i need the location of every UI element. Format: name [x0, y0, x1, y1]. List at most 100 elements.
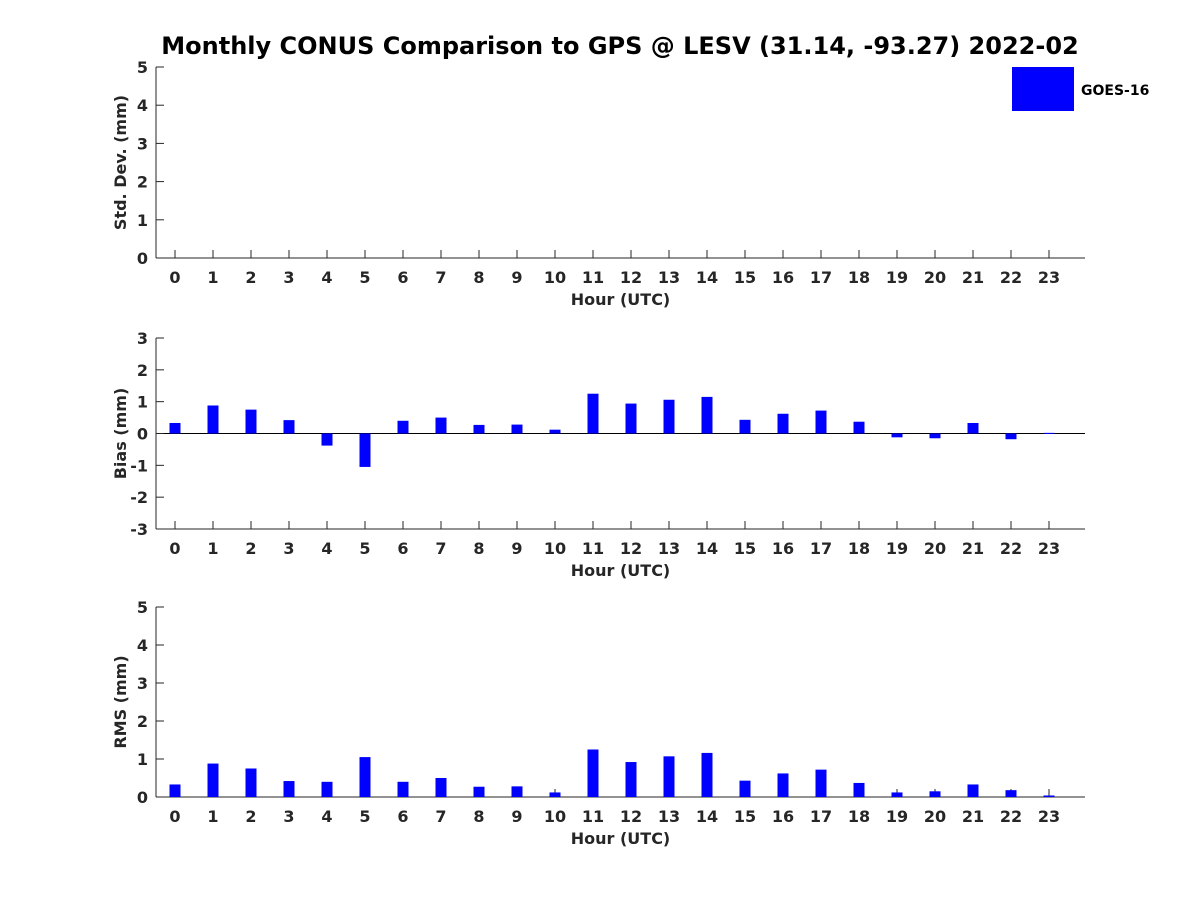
x-tick-label: 4 — [321, 268, 332, 287]
x-tick-label: 6 — [397, 807, 408, 826]
x-tick-label: 18 — [848, 268, 870, 287]
x-tick-label: 19 — [886, 807, 908, 826]
x-tick-label: 5 — [359, 539, 370, 558]
bar-bias-hour-20 — [929, 433, 941, 439]
bar-bias-hour-0 — [169, 422, 181, 434]
x-tick-label: 23 — [1038, 268, 1060, 287]
bar-bias-hour-10 — [549, 429, 561, 434]
x-tick-label: 0 — [169, 539, 180, 558]
x-tick-label: 1 — [207, 807, 218, 826]
legend-swatch — [1012, 67, 1074, 111]
x-tick-label: 1 — [207, 539, 218, 558]
x-tick-label: 9 — [511, 807, 522, 826]
y-tick-label: 2 — [137, 361, 148, 380]
bar-rms-hour-2 — [245, 768, 257, 797]
bar-rms-hour-18 — [853, 782, 865, 797]
x-tick-label: 8 — [473, 539, 484, 558]
bar-rms-hour-12 — [625, 762, 637, 797]
y-axis-label: Bias (mm) — [111, 388, 130, 480]
bar-rms-hour-5 — [359, 757, 371, 797]
bar-rms-hour-13 — [663, 756, 675, 797]
x-axis-label: Hour (UTC) — [571, 829, 671, 848]
x-tick-label: 17 — [810, 807, 832, 826]
bar-bias-hour-3 — [283, 420, 295, 434]
bar-bias-hour-8 — [473, 424, 485, 434]
x-tick-label: 7 — [435, 539, 446, 558]
x-tick-label: 22 — [1000, 268, 1022, 287]
bar-bias-hour-21 — [967, 422, 979, 434]
y-tick-label: -1 — [130, 456, 148, 475]
bar-rms-hour-11 — [587, 749, 599, 797]
y-axis-label: Std. Dev. (mm) — [111, 95, 130, 230]
x-tick-label: 7 — [435, 807, 446, 826]
bar-bias-hour-15 — [739, 419, 751, 434]
bar-bias-hour-23 — [1043, 432, 1055, 434]
x-tick-label: 16 — [772, 807, 794, 826]
y-axis-label: RMS (mm) — [111, 655, 130, 748]
x-tick-label: 3 — [283, 807, 294, 826]
x-tick-label: 12 — [620, 268, 642, 287]
x-tick-label: 8 — [473, 807, 484, 826]
bar-rms-hour-21 — [967, 784, 979, 797]
bar-bias-hour-13 — [663, 399, 675, 434]
y-tick-label: -3 — [130, 520, 148, 539]
x-tick-label: 14 — [696, 539, 718, 558]
x-tick-label: 16 — [772, 539, 794, 558]
y-tick-label: 0 — [137, 788, 148, 807]
legend: GOES-16 — [1012, 67, 1149, 111]
bar-rms-hour-10 — [549, 792, 561, 797]
x-tick-label: 21 — [962, 268, 984, 287]
x-tick-label: 10 — [544, 807, 566, 826]
bar-bias-hour-22 — [1005, 433, 1017, 440]
y-tick-label: 4 — [137, 636, 148, 655]
x-tick-label: 12 — [620, 539, 642, 558]
x-tick-label: 18 — [848, 807, 870, 826]
x-axis-label: Hour (UTC) — [571, 561, 671, 580]
x-tick-label: 15 — [734, 539, 756, 558]
bar-bias-hour-5 — [359, 433, 371, 467]
bar-bias-hour-1 — [207, 405, 219, 434]
x-tick-label: 17 — [810, 539, 832, 558]
y-tick-label: 2 — [137, 712, 148, 731]
bar-rms-hour-1 — [207, 763, 219, 797]
x-tick-label: 4 — [321, 807, 332, 826]
x-tick-label: 19 — [886, 539, 908, 558]
x-tick-label: 15 — [734, 268, 756, 287]
x-tick-label: 15 — [734, 807, 756, 826]
bar-bias-hour-2 — [245, 409, 257, 434]
bar-rms-hour-15 — [739, 780, 751, 797]
bar-bias-hour-17 — [815, 410, 827, 434]
x-tick-label: 10 — [544, 268, 566, 287]
x-tick-label: 2 — [245, 807, 256, 826]
x-tick-label: 11 — [582, 539, 604, 558]
bar-bias-hour-12 — [625, 403, 637, 434]
bar-bias-hour-9 — [511, 424, 523, 434]
x-tick-label: 16 — [772, 268, 794, 287]
x-tick-label: 3 — [283, 268, 294, 287]
bar-rms-hour-23 — [1043, 795, 1055, 797]
x-tick-label: 21 — [962, 807, 984, 826]
x-tick-label: 2 — [245, 539, 256, 558]
x-tick-label: 22 — [1000, 807, 1022, 826]
bar-rms-hour-22 — [1005, 790, 1017, 797]
x-tick-label: 5 — [359, 807, 370, 826]
y-tick-label: 2 — [137, 173, 148, 192]
y-tick-label: 3 — [137, 674, 148, 693]
x-tick-label: 10 — [544, 539, 566, 558]
bar-rms-hour-9 — [511, 786, 523, 797]
y-tick-label: 0 — [137, 425, 148, 444]
x-axis-label: Hour (UTC) — [571, 290, 671, 309]
y-tick-label: 5 — [137, 598, 148, 617]
bar-bias-hour-7 — [435, 417, 447, 434]
y-tick-label: -2 — [130, 488, 148, 507]
legend-label: GOES-16 — [1081, 83, 1149, 99]
x-tick-label: 9 — [511, 268, 522, 287]
x-tick-label: 6 — [397, 268, 408, 287]
x-tick-label: 19 — [886, 268, 908, 287]
x-tick-label: 13 — [658, 807, 680, 826]
